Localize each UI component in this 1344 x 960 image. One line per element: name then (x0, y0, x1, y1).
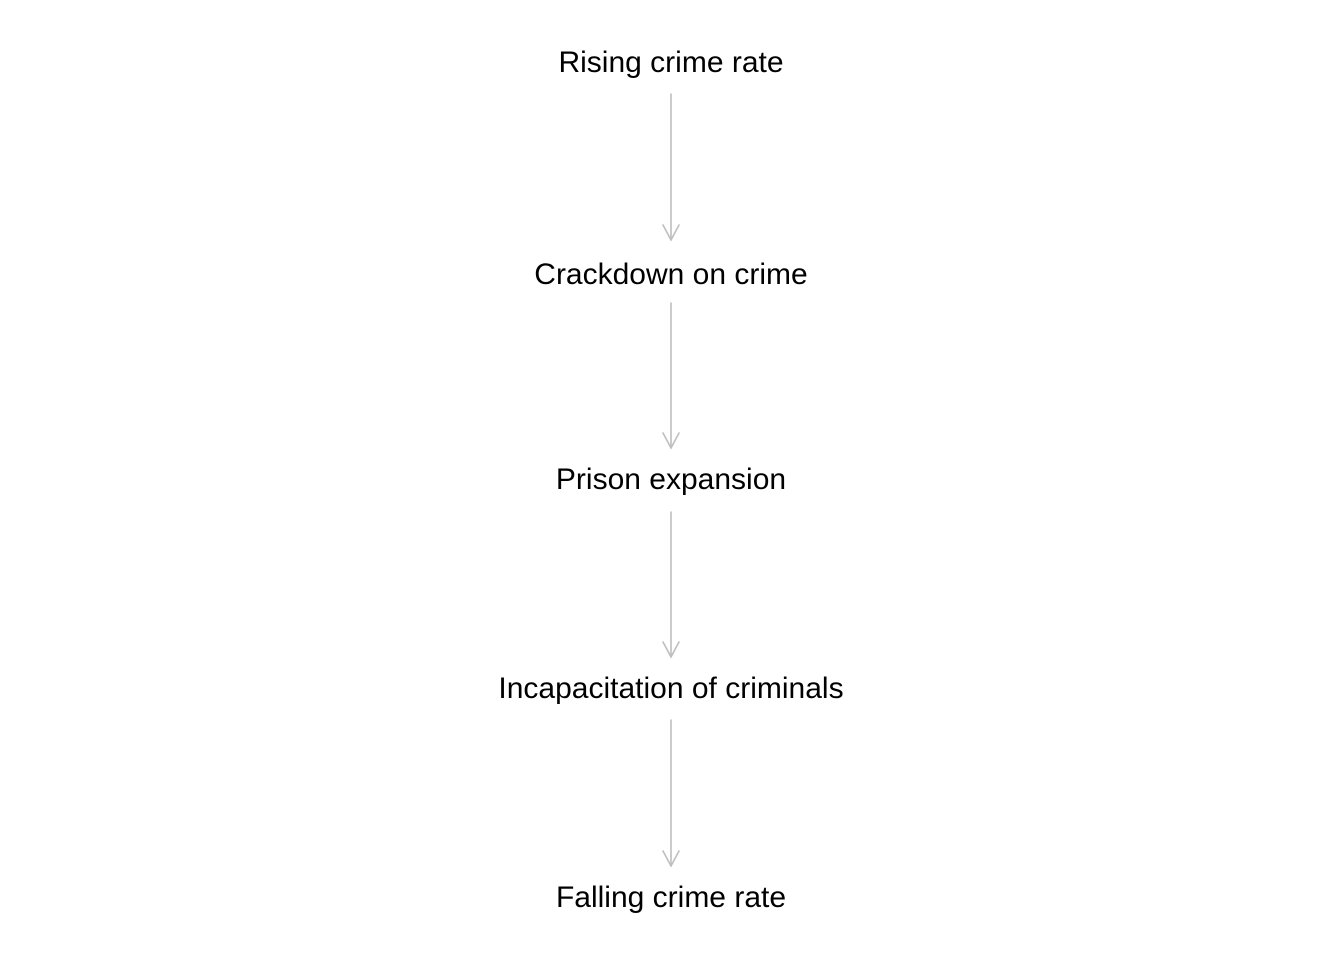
edge-rising-to-crackdown (662, 93, 680, 241)
node-crackdown-on-crime: Crackdown on crime (534, 258, 807, 291)
arrowhead-icon (662, 641, 680, 658)
diagram-edges (662, 93, 680, 867)
node-falling-crime-rate: Falling crime rate (556, 881, 786, 914)
node-incapacitation-of-criminals: Incapacitation of criminals (498, 672, 843, 705)
edge-incapacitation-to-falling (662, 719, 680, 867)
arrowhead-icon (662, 850, 680, 867)
diagram-nodes: Rising crime rate Crackdown on crime Pri… (498, 46, 843, 914)
arrowhead-icon (662, 432, 680, 449)
node-rising-crime-rate: Rising crime rate (558, 46, 783, 79)
arrowhead-icon (662, 224, 680, 241)
edge-crackdown-to-prison (662, 302, 680, 449)
node-prison-expansion: Prison expansion (556, 463, 786, 496)
edge-prison-to-incapacitation (662, 511, 680, 658)
